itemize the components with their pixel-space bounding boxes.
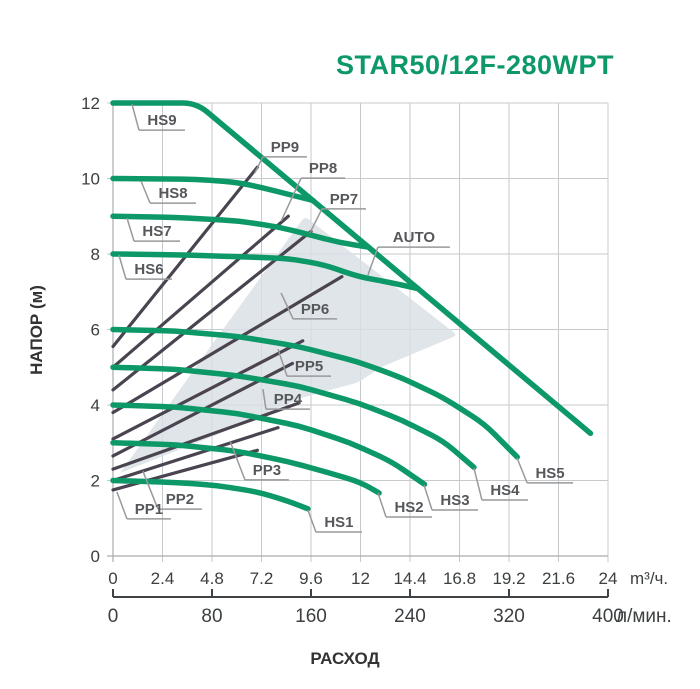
curve-PP3 bbox=[111, 401, 301, 471]
x-tick-label-m3h: 4.8 bbox=[200, 569, 224, 588]
curve-HS9 bbox=[110, 100, 594, 437]
curve-label-HS8: HS8 bbox=[158, 185, 187, 202]
label-leader-HS1 bbox=[307, 509, 317, 533]
label-leader-HS8 bbox=[140, 180, 151, 204]
x-unit-m3h: m³/ч. bbox=[630, 569, 668, 588]
x-tick-label-lmin: 160 bbox=[295, 606, 327, 627]
hs-curves-layer bbox=[110, 100, 594, 512]
curve-label-PP6: PP6 bbox=[301, 301, 329, 318]
curve-HS3 bbox=[110, 402, 428, 488]
curve-label-HS9: HS9 bbox=[147, 112, 176, 129]
label-leader-HS2 bbox=[377, 492, 387, 518]
label-leader-PP7 bbox=[309, 208, 323, 234]
curve-PP2 bbox=[111, 426, 280, 483]
curve-PP5 bbox=[111, 339, 305, 441]
curve-label-HS5: HS5 bbox=[535, 465, 564, 482]
x-tick-label-m3h: 9.6 bbox=[299, 569, 323, 588]
x-tick-label-m3h: 0 bbox=[108, 569, 117, 588]
label-leader-HS3 bbox=[423, 484, 433, 511]
x-unit-lmin: л/мин. bbox=[616, 606, 672, 627]
curve-labels-layer: HS9 HS8 HS7 HS6 HS5 HS4 HS3 HS2 HS1 PP9 PP8 PP7 AUTO… bbox=[116, 103, 574, 533]
y-tick-label: 12 bbox=[81, 94, 100, 113]
label-leader-HS5 bbox=[516, 457, 528, 484]
curve-HS8 bbox=[110, 175, 316, 204]
x-tick-label-m3h: 7.2 bbox=[250, 569, 274, 588]
label-leader-PP1 bbox=[116, 491, 128, 520]
curve-label-AUTO: AUTO bbox=[393, 229, 436, 246]
axes-layer: 0 2.4 4.8 7.2 9.6 12 14.4 16.8 19.2 21.6 240246810… bbox=[81, 94, 624, 627]
y-tick-label: 10 bbox=[81, 170, 100, 189]
curve-HS7 bbox=[110, 213, 372, 250]
y-axis-title: НАПОР (м) bbox=[27, 285, 46, 375]
x-tick-label-m3h: 12 bbox=[351, 569, 370, 588]
label-leader-AUTO bbox=[367, 246, 379, 276]
x-tick-label-lmin: 240 bbox=[394, 606, 426, 627]
y-tick-label: 2 bbox=[91, 472, 100, 491]
label-leader-PP2 bbox=[142, 470, 159, 510]
x-tick-label-m3h: 16.8 bbox=[443, 569, 476, 588]
curve-label-HS7: HS7 bbox=[142, 223, 171, 240]
curve-HS2 bbox=[110, 440, 382, 496]
curve-label-HS4: HS4 bbox=[490, 482, 520, 499]
curve-label-PP5: PP5 bbox=[295, 358, 323, 375]
curve-label-PP8: PP8 bbox=[309, 160, 337, 177]
x-tick-label-m3h: 24 bbox=[599, 569, 618, 588]
label-leader-PP8 bbox=[280, 177, 302, 222]
label-leader-PP4 bbox=[262, 389, 267, 410]
x-tick-label-m3h: 21.6 bbox=[542, 569, 575, 588]
y-tick-label: 4 bbox=[91, 396, 100, 415]
label-leader-PP6 bbox=[280, 292, 294, 320]
label-leader-PP5 bbox=[277, 348, 288, 377]
x-tick-label-lmin: 320 bbox=[493, 606, 525, 627]
curve-HS1 bbox=[110, 477, 311, 512]
x-tick-label-lmin: 80 bbox=[201, 606, 222, 627]
curve-label-HS2: HS2 bbox=[394, 499, 423, 516]
curve-label-PP2: PP2 bbox=[166, 491, 194, 508]
curve-label-PP7: PP7 bbox=[330, 191, 358, 208]
label-leader-HS6 bbox=[118, 254, 127, 280]
curve-HS5 bbox=[110, 326, 520, 460]
curve-HS4 bbox=[110, 364, 477, 471]
label-leader-HS7 bbox=[126, 217, 135, 242]
label-leader-PP9 bbox=[254, 156, 264, 174]
curve-label-PP9: PP9 bbox=[271, 139, 299, 156]
y-tick-label: 6 bbox=[91, 321, 100, 340]
curve-label-HS3: HS3 bbox=[440, 492, 469, 509]
curve-label-HS6: HS6 bbox=[134, 261, 163, 278]
x-tick-label-m3h: 2.4 bbox=[151, 569, 175, 588]
curve-label-PP3: PP3 bbox=[253, 462, 281, 479]
curve-label-HS1: HS1 bbox=[324, 514, 353, 531]
label-leader-PP3 bbox=[229, 440, 246, 481]
label-leader-HS9 bbox=[131, 103, 140, 131]
x-tick-label-m3h: 19.2 bbox=[492, 569, 525, 588]
x-tick-label-lmin: 400 bbox=[592, 606, 624, 627]
y-tick-label: 8 bbox=[91, 245, 100, 264]
curve-HS6 bbox=[110, 251, 421, 292]
label-leader-HS4 bbox=[473, 467, 483, 501]
curve-label-PP1: PP1 bbox=[135, 501, 163, 518]
curve-label-PP4: PP4 bbox=[274, 391, 303, 408]
page-title: STAR50/12F-280WPT bbox=[335, 50, 615, 80]
x-tick-label-lmin: 0 bbox=[108, 606, 119, 627]
curve-PP8 bbox=[111, 214, 290, 369]
x-tick-label-m3h: 14.4 bbox=[393, 569, 426, 588]
x-axis-title: РАСХОД bbox=[310, 649, 379, 668]
y-tick-label: 0 bbox=[91, 547, 100, 566]
curve-PP6 bbox=[111, 275, 344, 415]
